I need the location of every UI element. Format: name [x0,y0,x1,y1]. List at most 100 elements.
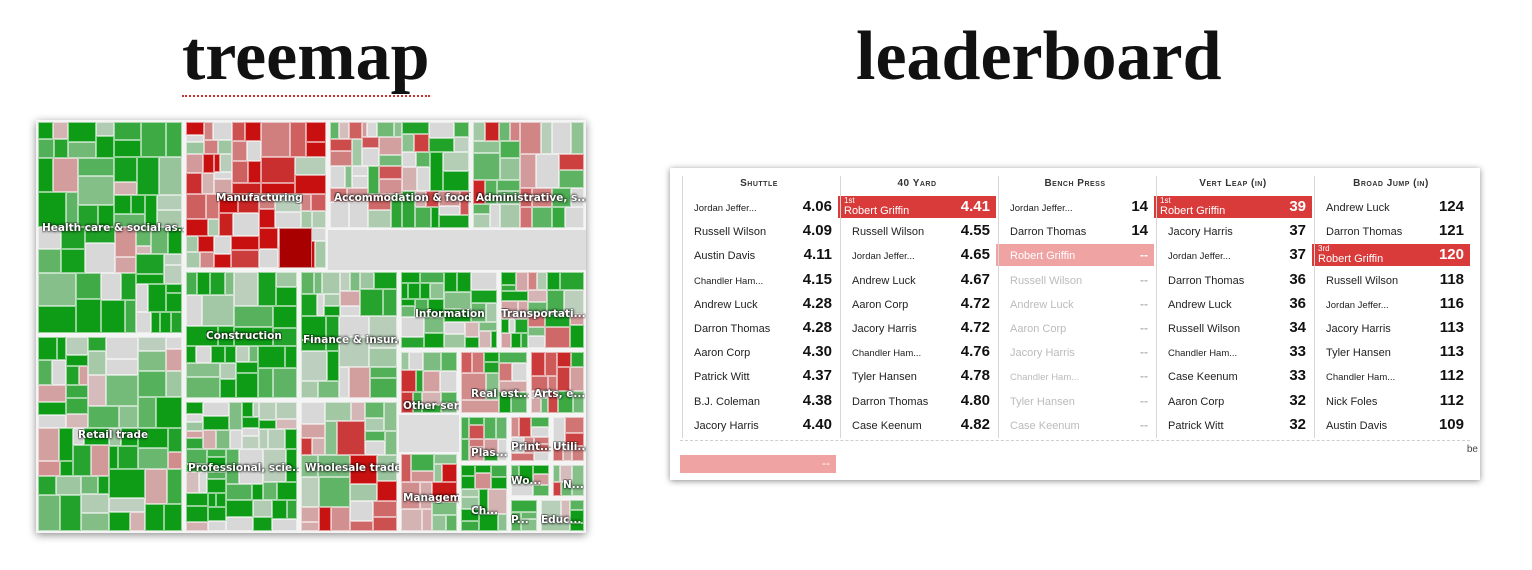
treemap-chart[interactable]: Health care & social as... Manufacturing A… [36,120,586,533]
treemap-sector[interactable]: Professional, scie... [184,400,299,533]
treemap-cell[interactable] [484,417,496,439]
treemap-cell[interactable] [454,122,469,137]
treemap-cell[interactable] [106,375,138,406]
treemap-cell[interactable] [486,373,499,400]
treemap-cell[interactable] [136,227,151,246]
treemap-cell[interactable] [214,179,232,194]
treemap-cell[interactable] [295,175,326,194]
treemap-cell[interactable] [76,299,101,333]
treemap-cell[interactable] [442,464,457,482]
treemap-cell[interactable] [497,191,520,204]
treemap-cell[interactable] [101,273,121,300]
treemap-sector[interactable]: Print... [509,415,551,463]
treemap-cell[interactable] [350,272,360,291]
treemap-cell[interactable] [367,122,377,137]
treemap-cell[interactable] [214,254,231,268]
leaderboard-row[interactable]: Andrew Luck 4.28 [680,293,838,315]
treemap-cell[interactable] [434,454,457,464]
treemap-cell[interactable] [38,337,57,360]
treemap-cell[interactable] [370,378,397,398]
treemap-cell[interactable] [138,337,166,351]
treemap-cell[interactable] [166,284,182,293]
treemap-cell[interactable] [545,314,570,327]
treemap-cell[interactable] [408,283,420,299]
treemap-cell[interactable] [242,436,259,449]
treemap-cell[interactable] [263,449,286,482]
treemap-cell[interactable] [500,204,520,228]
leaderboard-row[interactable]: Jacory Harris -- [996,341,1154,363]
treemap-cell[interactable] [511,392,527,413]
treemap-sector[interactable]: Construction [184,270,299,400]
leaderboard-row[interactable]: Russell Wilson 34 [1154,317,1312,339]
treemap-cell[interactable] [484,454,498,461]
treemap-cell[interactable] [461,497,479,509]
treemap-cell[interactable] [202,173,214,194]
treemap-cell[interactable] [441,403,457,413]
treemap-cell[interactable] [330,122,339,139]
treemap-cell[interactable] [434,464,442,482]
treemap-cell[interactable] [469,439,484,447]
treemap-cell[interactable] [207,457,226,472]
treemap-cell[interactable] [365,431,385,441]
treemap-cell[interactable] [236,373,258,398]
treemap-cell[interactable] [319,477,350,507]
leaderboard-row[interactable]: Jacory Harris 4.40 [680,414,838,436]
treemap-cell[interactable] [263,482,277,500]
treemap-cell[interactable] [532,188,552,207]
treemap-cell[interactable] [533,465,549,474]
treemap-cell[interactable] [290,122,306,157]
treemap-cell[interactable] [258,346,285,368]
treemap-cell[interactable] [268,429,285,449]
treemap-cell[interactable] [210,272,225,295]
treemap-cell[interactable] [213,122,232,140]
treemap-cell[interactable] [186,522,208,531]
treemap-cell[interactable] [301,522,319,531]
treemap-cell[interactable] [499,352,527,363]
treemap-sector[interactable]: Wholesale trade [299,400,399,533]
treemap-cell[interactable] [374,272,397,289]
treemap-cell[interactable] [186,272,197,295]
treemap-cell[interactable] [301,455,318,477]
treemap-cell[interactable] [78,205,98,227]
treemap-cell[interactable] [130,512,145,531]
leaderboard-row[interactable]: Russell Wilson 118 [1312,269,1470,291]
treemap-cell[interactable] [524,437,534,453]
treemap-cell[interactable] [312,211,326,228]
treemap-cell[interactable] [519,417,531,437]
leaderboard-row[interactable]: Russell Wilson -- [996,269,1154,291]
treemap-sector[interactable]: Plas... [459,415,509,463]
treemap-cell[interactable] [416,370,423,392]
treemap-cell[interactable] [272,500,287,519]
treemap-cell[interactable] [533,474,549,485]
treemap-cell[interactable] [131,195,145,214]
treemap-cell[interactable] [301,272,314,294]
treemap-cell[interactable] [349,202,368,228]
leaderboard-row[interactable]: Tyler Hansen -- [996,390,1154,412]
treemap-sector[interactable]: N... [551,463,586,498]
treemap-cell[interactable] [66,337,88,355]
treemap-cell[interactable] [330,188,347,202]
treemap-cell[interactable] [306,142,326,157]
treemap-cell[interactable] [301,507,319,522]
treemap-cell[interactable] [350,455,377,484]
treemap-cell[interactable] [373,501,397,517]
treemap-cell[interactable] [457,272,471,292]
treemap-cell[interactable] [511,333,521,348]
treemap-cell[interactable] [76,273,101,299]
treemap-cell[interactable] [420,482,432,509]
treemap-cell[interactable] [186,506,208,522]
treemap-cell[interactable] [531,417,549,427]
treemap-cell[interactable] [145,469,167,504]
treemap-cell[interactable] [137,157,159,195]
treemap-cell[interactable] [484,362,499,373]
treemap-cell[interactable] [259,194,275,209]
treemap-cell[interactable] [38,227,61,249]
treemap-cell[interactable] [186,173,202,194]
treemap-cell[interactable] [38,122,53,139]
treemap-cell[interactable] [66,192,78,227]
treemap-cell[interactable] [68,142,96,158]
treemap-cell[interactable] [473,141,500,153]
treemap-cell[interactable] [186,219,208,236]
treemap-cell[interactable] [465,322,479,337]
treemap-cell[interactable] [186,142,204,154]
